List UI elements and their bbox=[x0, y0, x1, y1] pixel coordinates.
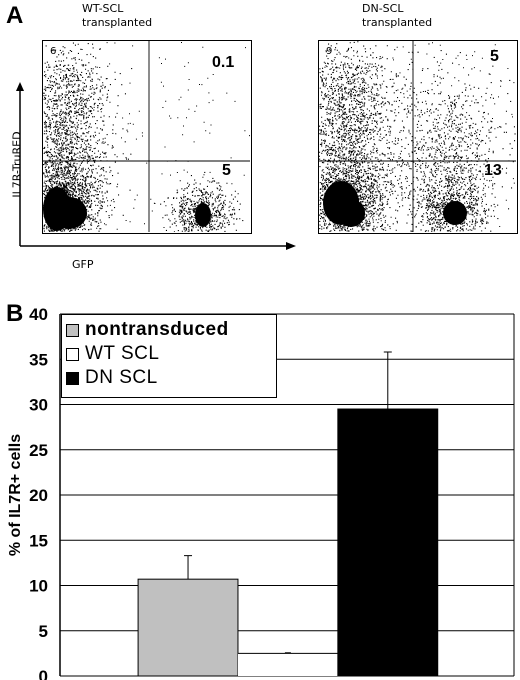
x-axis-arrow bbox=[20, 242, 296, 250]
plot1-lower-right-value: 5 bbox=[222, 162, 231, 179]
plot1-title-line2: transplanted bbox=[82, 16, 153, 29]
plot1-title-line1: WT-SCL bbox=[82, 2, 124, 15]
y-tick-label-0: 0 bbox=[39, 667, 48, 680]
plot1-upper-right-value: 0.1 bbox=[212, 54, 235, 71]
plot2-upper-right-value: 5 bbox=[490, 48, 499, 65]
y-axis-title: % of IL7R+ cells bbox=[7, 434, 24, 556]
bar-wt-scl bbox=[237, 653, 338, 676]
y-tick-label-35: 35 bbox=[29, 350, 48, 369]
y-tick-label-15: 15 bbox=[29, 531, 48, 550]
legend-swatch-nontransduced bbox=[66, 323, 79, 337]
legend-item-wt-scl: WT SCL bbox=[62, 342, 276, 366]
plot2-title: DN-SCL transplanted bbox=[362, 2, 432, 30]
y-axis-arrow bbox=[16, 82, 24, 246]
flow-plot-wt-scl bbox=[42, 40, 252, 234]
plot2-title-line2: transplanted bbox=[362, 16, 433, 29]
flow-plot-dn-scl bbox=[318, 40, 518, 234]
legend-label-wt-scl: WT SCL bbox=[85, 343, 160, 364]
legend-label-nontransduced: nontransduced bbox=[85, 319, 229, 340]
legend-label-dn-scl: DN SCL bbox=[85, 367, 158, 388]
bar-chart: 0 5 10 15 20 25 30 35 40 % of IL7R+ cells bbox=[7, 305, 515, 680]
bar-dn-scl bbox=[337, 408, 439, 677]
plot2-lower-right-value: 13 bbox=[484, 162, 502, 179]
flow-plot-wt-scl-dots bbox=[43, 41, 250, 232]
y-tick-label-10: 10 bbox=[29, 577, 48, 596]
plot2-title-line1: DN-SCL bbox=[362, 2, 404, 15]
y-tick-label-25: 25 bbox=[29, 441, 48, 460]
y-tick-label-30: 30 bbox=[29, 396, 48, 415]
legend-swatch-wt-scl bbox=[66, 347, 79, 361]
flow-plot-dn-scl-dots bbox=[319, 41, 516, 232]
plot1-title: WT-SCL transplanted bbox=[82, 2, 152, 30]
bar-nontransduced bbox=[137, 578, 239, 677]
y-tick-label-5: 5 bbox=[39, 622, 48, 641]
panel-b-letter: B bbox=[6, 300, 24, 327]
chart-legend: nontransduced WT SCL DN SCL bbox=[61, 314, 277, 398]
x-axis-label: GFP bbox=[72, 258, 94, 271]
panel-a-letter: A bbox=[6, 2, 24, 29]
legend-swatch-dn-scl bbox=[66, 371, 79, 385]
y-axis-label: IL7R-TruRED bbox=[10, 131, 24, 198]
plot2-upper-left-value: 9 bbox=[326, 46, 333, 57]
y-tick-label-40: 40 bbox=[29, 305, 48, 324]
legend-item-dn-scl: DN SCL bbox=[62, 366, 276, 390]
plot1-upper-left-value: 6 bbox=[50, 46, 57, 57]
y-tick-label-20: 20 bbox=[29, 486, 48, 505]
legend-item-nontransduced: nontransduced bbox=[62, 318, 276, 342]
